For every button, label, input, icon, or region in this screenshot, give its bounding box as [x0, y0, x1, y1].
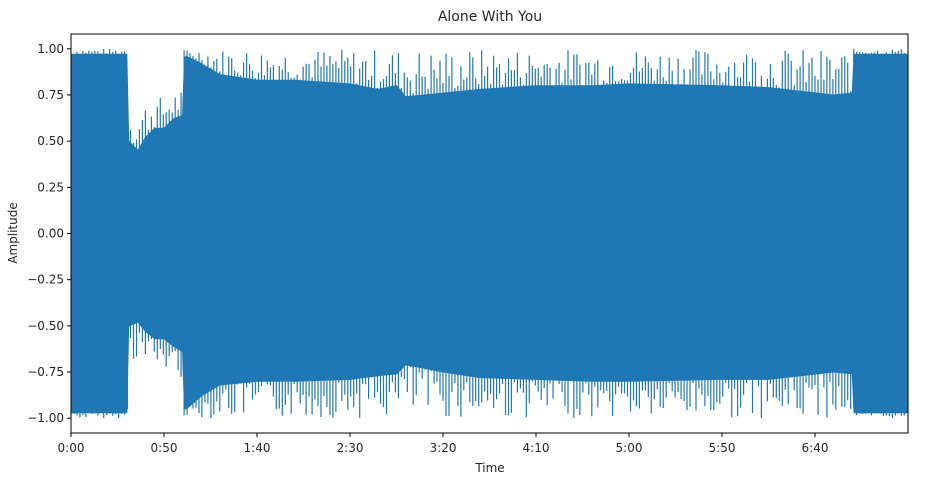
y-tick-label: −0.50 [27, 319, 64, 333]
y-tick-label: 0.50 [37, 134, 64, 148]
y-tick-label: −1.00 [27, 411, 64, 425]
y-tick-label: 0.75 [37, 88, 64, 102]
y-tick-label: 0.00 [37, 227, 64, 241]
x-tick-label: 5:50 [709, 441, 736, 455]
x-axis: 0:00 0:50 1:40 2:30 3:20 4:10 5:00 5:50 6:40 [58, 433, 829, 455]
y-tick-label: 1.00 [37, 42, 64, 56]
y-axis-label: Amplitude [6, 202, 20, 264]
waveform-series-0 [70, 53, 909, 414]
x-tick-label: 0:50 [151, 441, 178, 455]
x-tick-label: 5:00 [616, 441, 643, 455]
y-axis: 1.00 0.75 0.50 0.25 0.00 −0.25 −0.50 −0.75 −1.00 [27, 42, 71, 425]
plot-area [70, 33, 909, 434]
x-tick-label: 3:20 [430, 441, 457, 455]
y-tick-label: 0.25 [37, 180, 64, 194]
x-tick-label: 4:10 [523, 441, 550, 455]
x-tick-label: 1:40 [244, 441, 271, 455]
chart-title: Alone With You [438, 9, 542, 25]
x-axis-label: Time [474, 461, 504, 475]
x-tick-label: 0:00 [58, 441, 85, 455]
x-tick-label: 6:40 [802, 441, 829, 455]
y-tick-label: −0.75 [27, 365, 64, 379]
x-tick-label: 2:30 [337, 441, 364, 455]
y-tick-label: −0.25 [27, 273, 64, 287]
waveform-transients [70, 48, 908, 419]
